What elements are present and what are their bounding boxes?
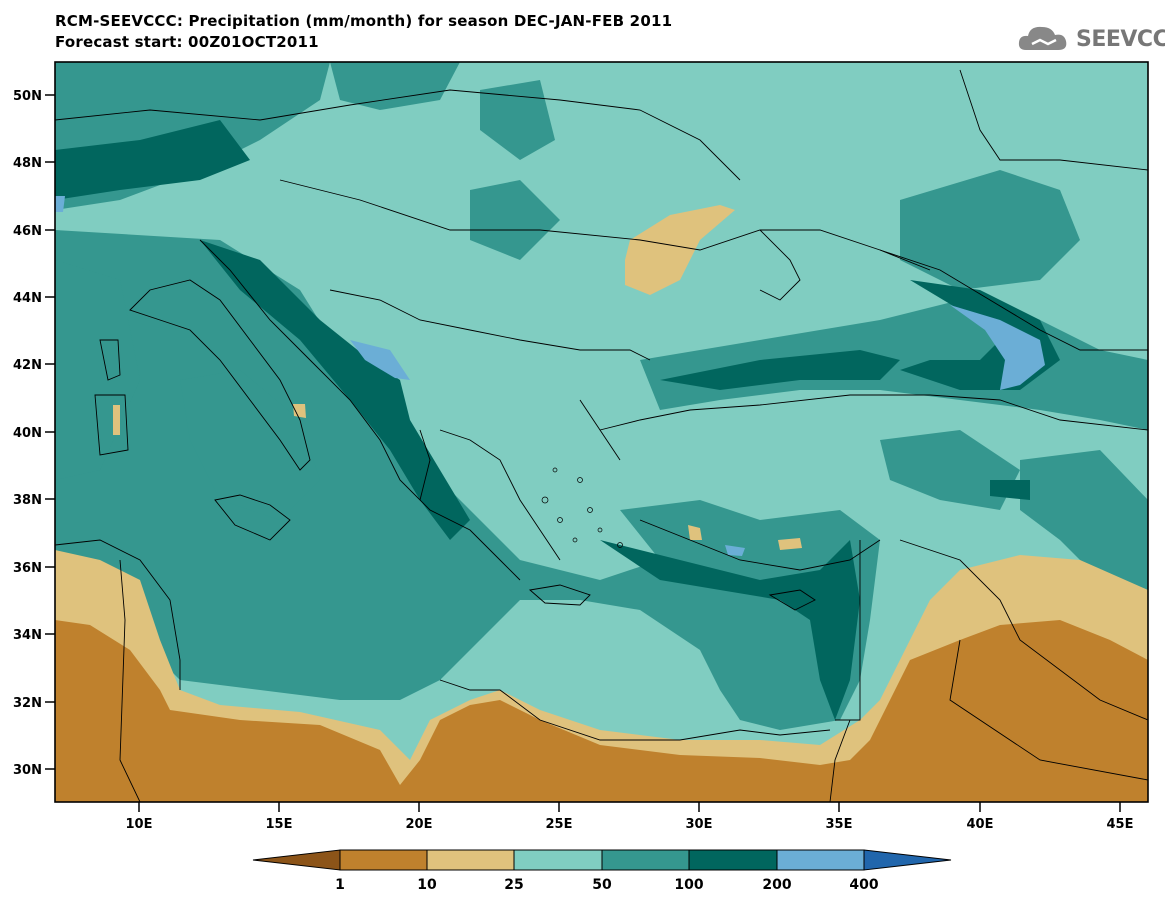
lon-tick-label: 30E — [686, 817, 713, 832]
lat-tick-label: 34N — [13, 628, 42, 643]
lat-tick-label: 48N — [13, 156, 42, 171]
lon-tick-label: 40E — [967, 817, 994, 832]
lat-tick-label: 44N — [13, 291, 42, 306]
cloud-icon — [1018, 26, 1067, 50]
colorbar-below-min — [252, 849, 341, 871]
colorbar-label: 200 — [762, 877, 791, 893]
lat-tick-label: 30N — [13, 763, 42, 778]
forecast-start-label: Forecast start: 00Z01OCT2011 — [55, 33, 319, 51]
lat-tick-label: 50N — [13, 89, 42, 104]
colorbar-label: 50 — [592, 877, 612, 893]
colorbar-bin — [513, 849, 603, 871]
contour-200-400 — [55, 196, 1045, 556]
colorbar-label: 100 — [674, 877, 703, 893]
colorbar — [252, 849, 952, 871]
contour-1-10 — [55, 620, 1148, 802]
lon-tick-label: 15E — [266, 817, 293, 832]
lat-axis: 50N 48N 46N 44N 42N 40N 38N 36N 34N 32N … — [13, 89, 55, 778]
lon-tick-label: 45E — [1107, 817, 1134, 832]
colorbar-bin — [688, 849, 778, 871]
colorbar-bin — [776, 849, 865, 871]
colorbar-bin — [426, 849, 515, 871]
aegean-islands — [541, 467, 623, 548]
colorbar-bin — [339, 849, 428, 871]
lon-tick-label: 35E — [826, 817, 853, 832]
borders — [55, 69, 1148, 802]
colorbar-bin — [601, 849, 690, 871]
colorbar-label: 25 — [504, 877, 523, 893]
colorbar-label: 1 — [335, 877, 345, 893]
precipitation-field — [55, 62, 1148, 802]
lat-tick-label: 36N — [13, 561, 42, 576]
lat-tick-label: 40N — [13, 426, 42, 441]
logo-text: SEEVCCC — [1076, 27, 1165, 52]
lat-tick-label: 46N — [13, 224, 42, 239]
lon-axis: 10E 15E 20E 25E 30E 35E 40E 45E — [126, 802, 1134, 832]
lon-tick-label: 25E — [546, 817, 573, 832]
lon-tick-label: 20E — [406, 817, 433, 832]
lon-tick-label: 10E — [126, 817, 153, 832]
colorbar-label: 400 — [849, 877, 878, 893]
seevccc-logo: SEEVCCC — [1018, 22, 1165, 56]
colorbar-label: 10 — [417, 877, 437, 893]
map-title: RCM-SEEVCCC: Precipitation (mm/month) fo… — [55, 12, 673, 30]
colorbar-above-max — [863, 849, 952, 871]
lat-tick-label: 32N — [13, 696, 42, 711]
lat-tick-label: 38N — [13, 493, 42, 508]
lat-tick-label: 42N — [13, 358, 42, 373]
